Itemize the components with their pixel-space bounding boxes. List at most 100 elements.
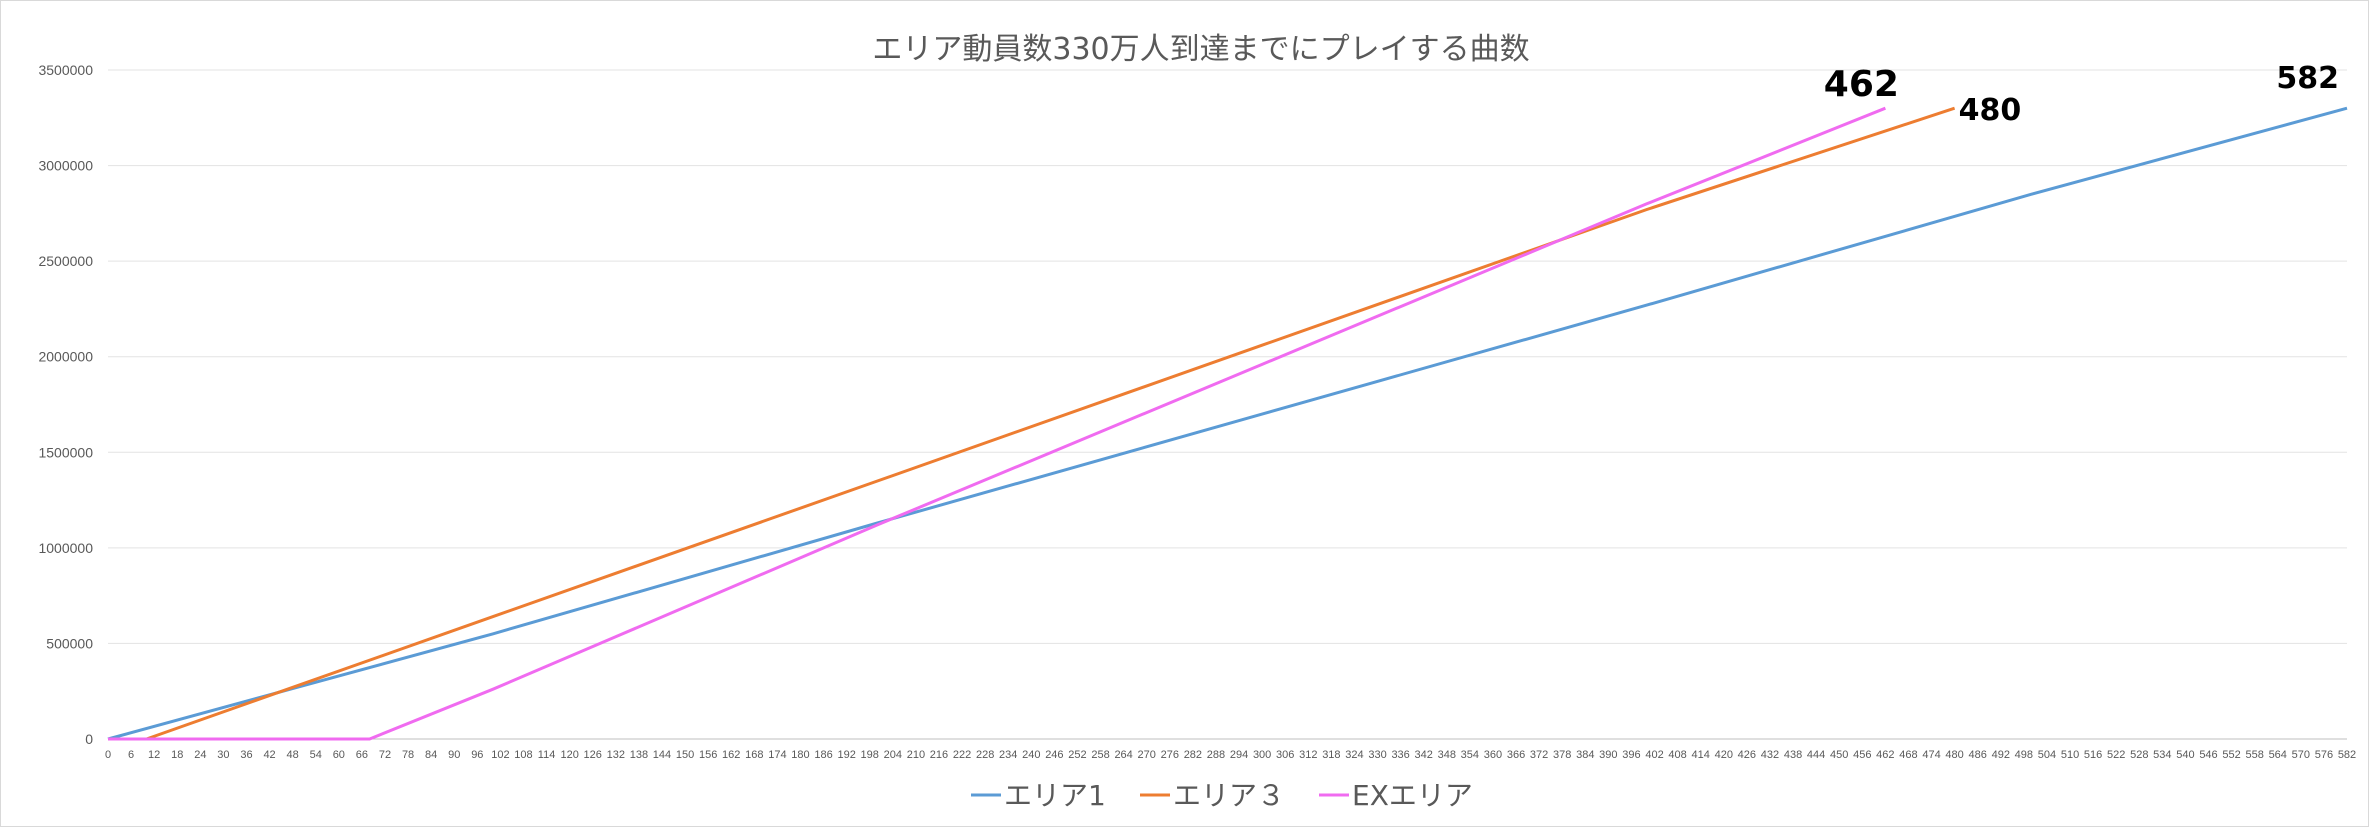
x-tick-label: 144 [653, 749, 671, 761]
x-tick-label: 366 [1507, 749, 1525, 761]
x-axis-ticks: 0 6 12 18 24 30 36 42 48 54 60 66 72 78 84 90 96 102 108 11… [105, 749, 2356, 761]
x-tick-label: 258 [1091, 749, 1109, 761]
x-tick-label: 450 [1830, 749, 1848, 761]
x-tick-label: 174 [768, 749, 786, 761]
x-tick-label: 276 [1161, 749, 1179, 761]
x-tick-label: 54 [310, 749, 322, 761]
y-tick-label: 1500000 [38, 444, 93, 460]
legend-label-2: エリア３ [1173, 779, 1285, 812]
x-tick-label: 168 [745, 749, 763, 761]
x-tick-label: 108 [514, 749, 532, 761]
x-tick-label: 180 [791, 749, 809, 761]
x-tick-label: 60 [333, 749, 345, 761]
y-tick-label: 2500000 [38, 253, 93, 269]
x-tick-label: 132 [607, 749, 625, 761]
end-labels: 582 480 462 [1824, 61, 2339, 128]
x-tick-label: 540 [2176, 749, 2194, 761]
x-tick-label: 516 [2084, 749, 2102, 761]
x-tick-label: 42 [263, 749, 275, 761]
x-tick-label: 294 [1230, 749, 1248, 761]
x-tick-label: 126 [584, 749, 602, 761]
x-tick-label: 96 [471, 749, 483, 761]
x-tick-label: 438 [1784, 749, 1802, 761]
x-tick-label: 528 [2130, 749, 2148, 761]
y-tick-label: 3500000 [38, 62, 93, 78]
x-tick-label: 222 [953, 749, 971, 761]
x-tick-label: 552 [2222, 749, 2240, 761]
x-tick-label: 264 [1114, 749, 1132, 761]
x-tick-label: 240 [1022, 749, 1040, 761]
x-tick-label: 216 [930, 749, 948, 761]
x-tick-label: 324 [1345, 749, 1363, 761]
legend-label-3: EXエリア [1352, 779, 1473, 812]
x-tick-label: 354 [1461, 749, 1479, 761]
x-tick-label: 360 [1484, 749, 1502, 761]
x-tick-label: 234 [999, 749, 1017, 761]
x-tick-label: 198 [861, 749, 879, 761]
x-tick-label: 48 [287, 749, 299, 761]
series-lines [107, 106, 2348, 741]
x-tick-label: 288 [1207, 749, 1225, 761]
x-tick-label: 120 [560, 749, 578, 761]
x-tick-label: 18 [171, 749, 183, 761]
x-tick-label: 504 [2038, 749, 2056, 761]
x-tick-label: 426 [1738, 749, 1756, 761]
x-tick-label: 150 [676, 749, 694, 761]
x-tick-label: 396 [1622, 749, 1640, 761]
x-tick-label: 510 [2061, 749, 2079, 761]
x-tick-label: 420 [1715, 749, 1733, 761]
x-tick-label: 414 [1692, 749, 1710, 761]
x-tick-label: 246 [1045, 749, 1063, 761]
y-axis-ticks: 0 500000 1000000 1500000 2000000 2500000 30000… [38, 62, 93, 747]
chart-title: エリア動員数330万人到達までにプレイする曲数 [872, 32, 1529, 67]
x-tick-label: 564 [2269, 749, 2287, 761]
x-tick-label: 0 [105, 749, 111, 761]
x-tick-label: 12 [148, 749, 160, 761]
x-tick-label: 138 [630, 749, 648, 761]
end-label-2: 480 [1959, 93, 2022, 128]
x-tick-label: 534 [2153, 749, 2171, 761]
x-tick-label: 90 [448, 749, 460, 761]
x-tick-label: 186 [814, 749, 832, 761]
x-tick-label: 576 [2315, 749, 2333, 761]
y-tick-label: 1000000 [38, 540, 93, 556]
legend-label-1: エリア1 [1004, 779, 1106, 812]
gridlines [108, 69, 2347, 740]
x-tick-label: 36 [240, 749, 252, 761]
x-tick-label: 204 [884, 749, 902, 761]
x-tick-label: 102 [491, 749, 509, 761]
x-tick-label: 210 [907, 749, 925, 761]
x-tick-label: 372 [1530, 749, 1548, 761]
x-tick-label: 546 [2199, 749, 2217, 761]
x-tick-label: 492 [1992, 749, 2010, 761]
x-tick-label: 498 [2015, 749, 2033, 761]
x-tick-label: 192 [837, 749, 855, 761]
y-tick-label: 3000000 [38, 158, 93, 174]
end-label-3: 462 [1824, 64, 1899, 105]
x-tick-label: 24 [194, 749, 206, 761]
x-tick-label: 282 [1184, 749, 1202, 761]
x-tick-label: 456 [1853, 749, 1871, 761]
x-tick-label: 72 [379, 749, 391, 761]
y-tick-label: 0 [85, 731, 93, 747]
x-tick-label: 444 [1807, 749, 1825, 761]
x-tick-label: 582 [2338, 749, 2356, 761]
legend: エリア1 エリア３ EXエリア [971, 779, 1473, 812]
x-tick-label: 480 [1945, 749, 1963, 761]
x-tick-label: 162 [722, 749, 740, 761]
y-tick-label: 500000 [46, 635, 93, 651]
x-tick-label: 306 [1276, 749, 1294, 761]
x-tick-label: 6 [128, 749, 134, 761]
x-tick-label: 30 [217, 749, 229, 761]
x-tick-label: 156 [699, 749, 717, 761]
x-tick-label: 66 [356, 749, 368, 761]
x-tick-label: 390 [1599, 749, 1617, 761]
x-tick-label: 432 [1761, 749, 1779, 761]
x-tick-label: 384 [1576, 749, 1594, 761]
x-tick-label: 312 [1299, 749, 1317, 761]
x-tick-label: 468 [1899, 749, 1917, 761]
x-tick-label: 378 [1553, 749, 1571, 761]
x-tick-label: 84 [425, 749, 437, 761]
x-tick-label: 408 [1668, 749, 1686, 761]
